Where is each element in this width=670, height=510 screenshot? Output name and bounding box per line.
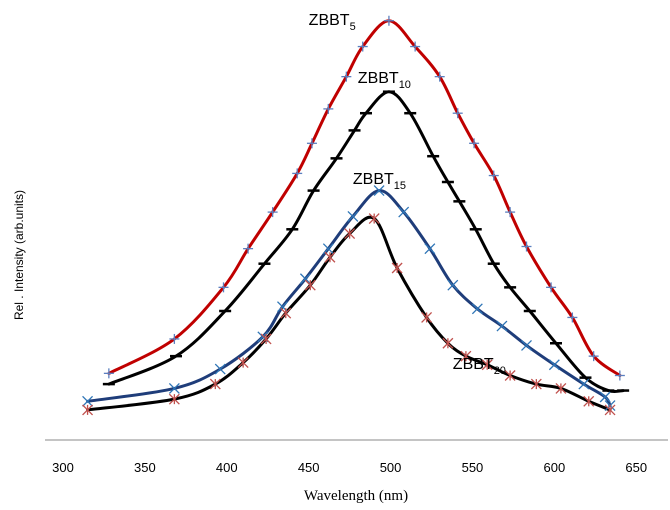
- x-tick-label: 400: [216, 460, 238, 475]
- data-point: [383, 15, 394, 26]
- data-point: [347, 210, 359, 222]
- plot-area: 300 350 400 450 500 550 600 650 ZBBT5ZBBT10ZBBT…: [45, 12, 668, 475]
- data-point: [588, 351, 599, 362]
- data-point: [442, 337, 454, 349]
- data-point: [280, 307, 292, 319]
- y-axis-title: Rel . Intensity (arb.units): [12, 190, 26, 320]
- data-point: [504, 370, 516, 381]
- markers-zbbt10: [102, 90, 630, 392]
- data-point: [243, 243, 254, 254]
- data-point: [292, 168, 303, 179]
- data-point: [421, 311, 433, 323]
- series-labels: ZBBT5 ZBBT10 ZBBT15 ZBBT20: [309, 12, 506, 377]
- data-point: [434, 71, 445, 82]
- data-point: [368, 213, 380, 225]
- data-point: [214, 363, 226, 375]
- x-tick-label: 550: [462, 460, 484, 475]
- data-point: [424, 243, 436, 255]
- data-point: [521, 241, 532, 252]
- data-point: [481, 359, 493, 371]
- data-point: [548, 359, 560, 371]
- data-point: [306, 138, 317, 149]
- data-point: [267, 207, 278, 218]
- series-line-zbbt15: [86, 189, 612, 408]
- data-point: [304, 279, 316, 291]
- series-line-zbbt10: [107, 90, 625, 394]
- series-label-zbbt20: ZBBT20: [453, 356, 506, 377]
- x-tick-labels: 300 350 400 450 500 550 600 650: [52, 460, 647, 475]
- data-point: [460, 350, 472, 362]
- data-point: [260, 333, 272, 345]
- data-point: [546, 282, 557, 293]
- data-point: [324, 251, 336, 263]
- series-line-zbbt5: [107, 19, 622, 377]
- data-point: [555, 382, 567, 394]
- data-point: [168, 382, 180, 394]
- series-markers: [82, 15, 630, 416]
- series-label-zbbt5: ZBBT5: [309, 12, 356, 33]
- data-point: [209, 378, 221, 390]
- data-point: [604, 404, 616, 416]
- x-tick-label: 650: [625, 460, 647, 475]
- x-tick-label: 300: [52, 460, 74, 475]
- data-point: [505, 207, 516, 218]
- data-point: [614, 370, 625, 381]
- data-point: [599, 391, 611, 403]
- data-point: [237, 357, 249, 369]
- data-point: [530, 378, 542, 390]
- data-point: [323, 103, 334, 114]
- data-point: [357, 41, 368, 52]
- x-axis-title: Wavelength (nm): [304, 488, 408, 504]
- markers-zbbt15: [82, 185, 616, 412]
- data-point: [82, 395, 94, 407]
- data-point: [567, 312, 578, 323]
- x-tick-label: 500: [380, 460, 402, 475]
- data-point: [103, 368, 114, 379]
- data-point: [578, 378, 590, 390]
- data-point: [344, 228, 356, 240]
- data-point: [398, 206, 410, 218]
- data-point: [218, 282, 229, 293]
- series-label-zbbt10: ZBBT10: [358, 70, 411, 91]
- data-point: [410, 41, 421, 52]
- data-point: [521, 339, 532, 351]
- data-point: [391, 262, 403, 274]
- x-tick-label: 600: [543, 460, 565, 475]
- data-point: [82, 404, 94, 416]
- x-tick-label: 350: [134, 460, 156, 475]
- data-point: [341, 71, 352, 82]
- data-point: [496, 320, 508, 332]
- data-point: [322, 243, 334, 255]
- data-point: [469, 138, 480, 149]
- series-curves: [86, 19, 625, 412]
- data-point: [447, 279, 459, 291]
- data-point: [373, 185, 385, 197]
- data-point: [169, 333, 180, 344]
- series-label-zbbt15: ZBBT15: [353, 171, 406, 192]
- data-point: [488, 170, 499, 181]
- data-point: [299, 273, 311, 285]
- data-point: [452, 108, 463, 119]
- data-point: [168, 393, 180, 405]
- data-point: [471, 303, 483, 315]
- data-point: [583, 395, 595, 407]
- x-tick-label: 450: [298, 460, 320, 475]
- markers-zbbt5: [103, 15, 625, 381]
- markers-zbbt20: [82, 213, 616, 416]
